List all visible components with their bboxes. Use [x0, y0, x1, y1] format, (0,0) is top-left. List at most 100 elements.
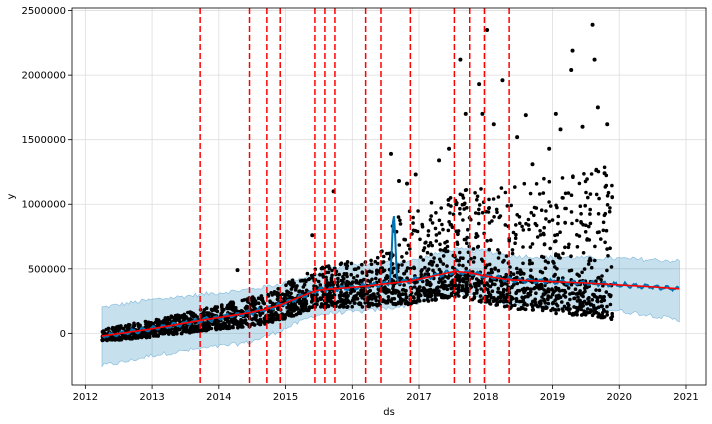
observation-point: [361, 292, 365, 297]
observation-point: [537, 192, 542, 196]
observation-point: [553, 111, 558, 116]
observation-point: [562, 288, 567, 293]
observation-point: [390, 297, 395, 301]
observation-point: [556, 307, 561, 312]
observation-point: [602, 165, 607, 170]
observation-point: [191, 325, 195, 330]
observation-point: [563, 220, 567, 225]
observation-point: [430, 221, 435, 225]
observation-point: [385, 288, 390, 292]
observation-point: [462, 207, 467, 211]
observation-point: [520, 224, 524, 229]
observation-point: [496, 268, 501, 273]
observation-point: [515, 135, 520, 140]
observation-point: [441, 295, 445, 300]
observation-point: [398, 218, 402, 223]
observation-point: [275, 297, 280, 302]
observation-point: [522, 181, 527, 186]
observation-point: [585, 310, 590, 315]
observation-point: [584, 223, 588, 228]
observation-point: [579, 304, 584, 308]
observation-point: [344, 291, 349, 295]
observation-point: [437, 218, 442, 223]
observation-point: [498, 279, 503, 283]
observation-point: [115, 325, 119, 329]
observation-point: [608, 246, 612, 250]
observation-point: [455, 258, 459, 263]
observation-point: [445, 264, 449, 268]
observation-point: [369, 262, 374, 267]
observation-point: [518, 221, 522, 226]
observation-point: [606, 254, 610, 258]
observation-point: [262, 316, 267, 321]
observation-point: [400, 263, 404, 267]
observation-point: [258, 312, 263, 317]
observation-point: [101, 331, 106, 336]
observation-point: [514, 297, 519, 301]
observation-point: [547, 146, 552, 151]
observation-point: [493, 282, 497, 287]
observation-point: [438, 248, 443, 252]
observation-point: [396, 300, 401, 305]
observation-point: [544, 209, 548, 213]
observation-point: [397, 179, 402, 184]
observation-point: [479, 287, 483, 291]
observation-point: [543, 276, 547, 281]
observation-point: [433, 226, 438, 231]
observation-point: [554, 311, 558, 316]
observation-point: [504, 254, 509, 258]
observation-point: [496, 295, 501, 300]
observation-point: [420, 222, 425, 227]
x-tick-label: 2013: [139, 392, 164, 403]
observation-point: [273, 290, 277, 295]
observation-point: [443, 246, 448, 251]
observation-point: [579, 212, 583, 216]
observation-point: [360, 262, 364, 267]
observation-point: [484, 209, 489, 214]
observation-point: [569, 254, 573, 258]
observation-point: [466, 227, 470, 232]
observation-point: [263, 322, 267, 326]
observation-point: [573, 287, 578, 292]
observation-point: [122, 336, 127, 340]
observation-point: [599, 237, 603, 241]
observation-point: [540, 308, 545, 313]
observation-point: [487, 221, 492, 225]
observation-point: [599, 278, 603, 282]
observation-point: [479, 300, 483, 304]
observation-point: [404, 269, 409, 273]
observation-point: [215, 309, 220, 314]
observation-point: [514, 232, 518, 237]
observation-point: [605, 122, 610, 127]
observation-point: [511, 272, 516, 277]
observation-point: [533, 297, 537, 302]
observation-point: [533, 221, 538, 226]
observation-point: [547, 219, 551, 224]
observation-point: [581, 251, 586, 255]
observation-point: [224, 324, 228, 329]
observation-point: [268, 313, 272, 318]
observation-point: [477, 82, 482, 87]
trend-line: [101, 270, 680, 337]
observation-point: [556, 214, 561, 219]
observation-point: [419, 272, 424, 277]
observation-point: [121, 326, 126, 331]
observation-point: [552, 261, 556, 265]
observation-point: [297, 289, 302, 294]
observation-point: [575, 245, 580, 249]
observation-point: [588, 256, 592, 261]
observation-point: [451, 265, 455, 270]
observation-point: [374, 295, 378, 299]
observation-point: [515, 281, 520, 286]
observation-point: [596, 299, 600, 304]
observation-point: [592, 57, 597, 62]
observation-point: [571, 175, 575, 179]
observation-point: [525, 303, 529, 307]
observation-point: [421, 258, 426, 262]
observation-point: [593, 258, 597, 263]
observation-point: [463, 111, 468, 116]
observation-point: [225, 306, 230, 311]
observation-point: [419, 293, 423, 298]
observation-point: [276, 287, 281, 291]
